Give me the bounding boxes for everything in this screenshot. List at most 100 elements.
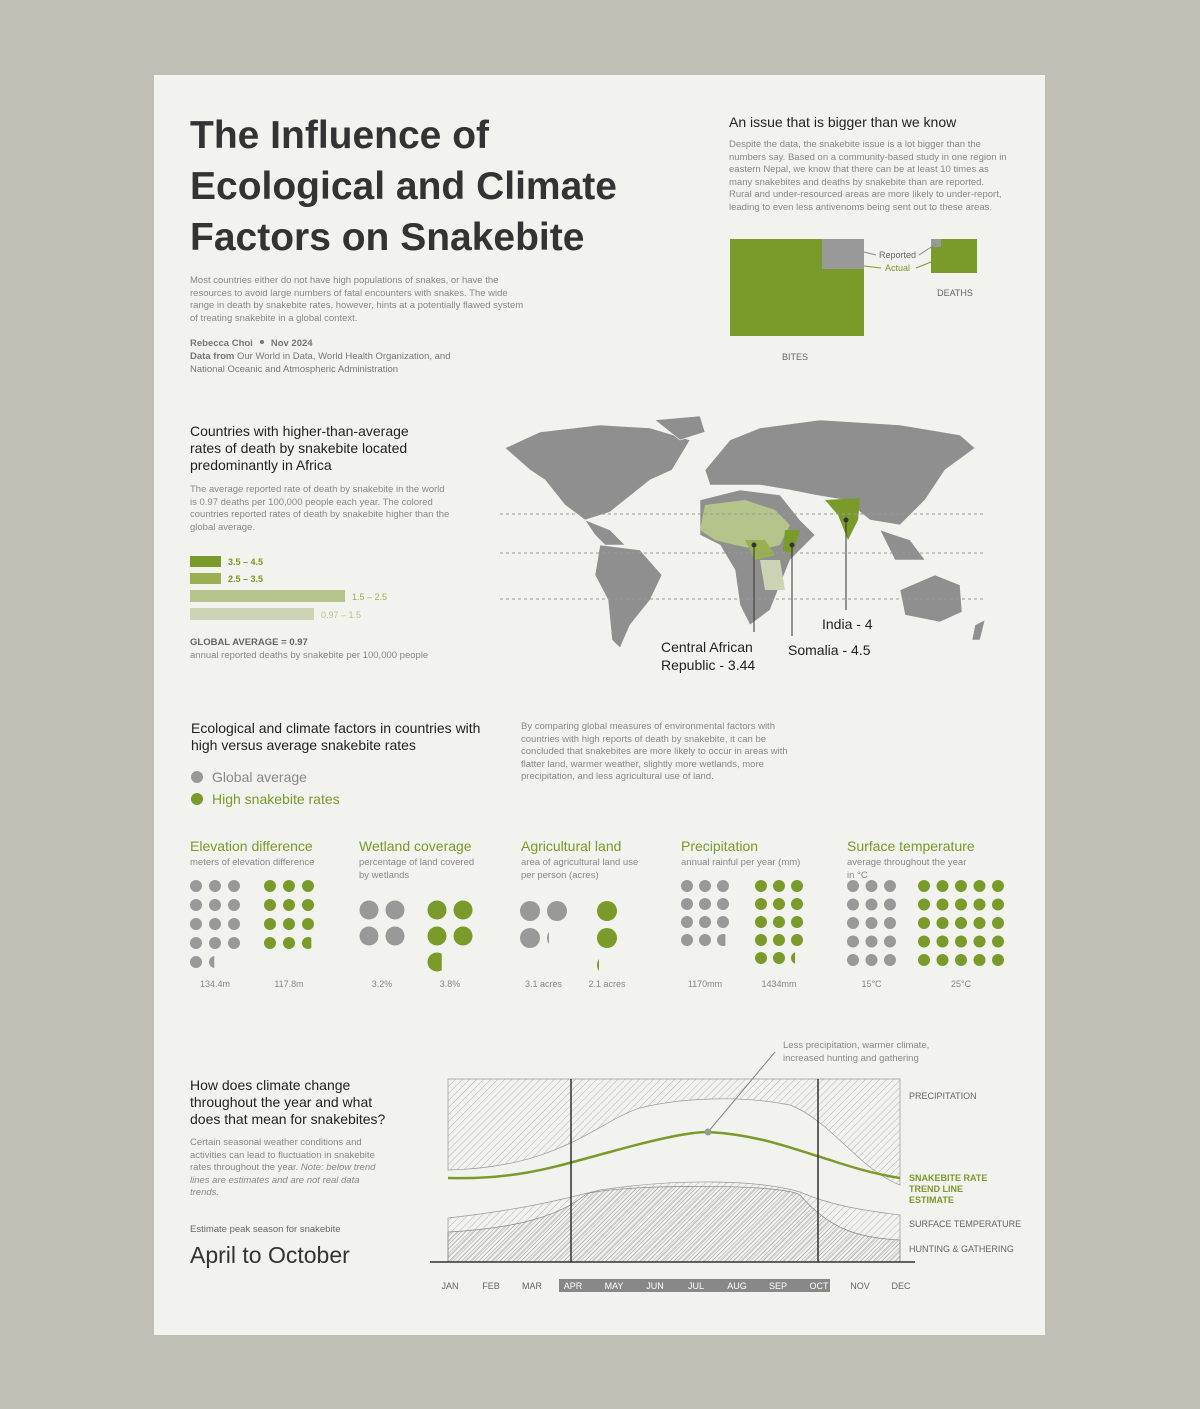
factor-subtitle: area of agricultural land use per person…	[521, 857, 639, 881]
layer-label: SURFACE TEMPERATURE	[909, 1219, 1022, 1229]
dot	[884, 898, 896, 911]
dot	[264, 899, 276, 911]
dot	[791, 934, 803, 946]
dot	[773, 880, 785, 892]
dot	[228, 937, 240, 949]
actual-label: Actual	[885, 263, 910, 273]
dot	[955, 917, 967, 929]
value-label: 1434mm	[761, 979, 796, 989]
dot	[992, 917, 1004, 929]
dot	[884, 880, 896, 892]
dot	[773, 898, 785, 910]
dot	[427, 926, 447, 946]
byline: Rebecca Choi Nov 2024	[190, 338, 313, 351]
dot-group	[847, 880, 896, 966]
dot-group	[359, 900, 405, 946]
dot	[755, 880, 767, 892]
separator-dot	[259, 340, 264, 344]
value-label: 1170mm	[688, 979, 722, 989]
dot	[209, 956, 215, 968]
legend-label: 0.97 – 1.5	[321, 610, 361, 620]
month-label: FEB	[482, 1281, 500, 1291]
dot	[427, 900, 447, 920]
factor-title: Wetland coverage	[359, 838, 472, 854]
factor-title: Surface temperature	[847, 838, 975, 854]
dot	[936, 898, 949, 911]
dot	[791, 916, 803, 928]
dot	[992, 954, 1004, 966]
season-title: How does climate change throughout the y…	[190, 1077, 386, 1127]
factor-subtitle: meters of elevation difference	[190, 857, 315, 868]
map-body: The average reported rate of death by sn…	[190, 484, 450, 533]
value-label: 3.8%	[440, 979, 461, 989]
dot	[359, 926, 379, 946]
dot	[359, 900, 379, 920]
peak-label: Estimate peak season for snakebite	[190, 1224, 341, 1235]
dot	[283, 937, 295, 949]
dot	[992, 880, 1004, 892]
dot	[453, 926, 473, 946]
dot	[209, 880, 221, 892]
value-label: 2.1 acres	[588, 979, 626, 989]
sources: Data from Our World in Data, World Healt…	[190, 351, 460, 376]
dot	[955, 898, 967, 911]
dot	[755, 952, 767, 964]
dot	[936, 917, 949, 929]
season-text: Certain seasonal weather conditions and …	[190, 1137, 375, 1174]
dot	[209, 918, 221, 930]
annotation-dot	[704, 1128, 712, 1136]
value-label: 3.2%	[372, 979, 393, 989]
dot	[302, 899, 314, 911]
dot	[936, 935, 949, 948]
bites-reported	[822, 239, 864, 269]
dot-group	[918, 880, 1004, 966]
season-note: Note: below trend lines are estimates an…	[190, 1162, 376, 1199]
dot	[992, 935, 1004, 948]
dot	[681, 898, 693, 910]
latitude-lines	[500, 513, 985, 600]
hunting-area	[447, 1185, 901, 1263]
dot	[884, 954, 896, 966]
value-label: 3.1 acres	[525, 979, 563, 989]
dot	[302, 918, 314, 930]
dot	[773, 916, 785, 928]
factor-title: Elevation difference	[190, 838, 313, 854]
dot	[209, 937, 221, 949]
dot	[918, 954, 930, 966]
dot	[973, 917, 986, 929]
month-label: AUG	[727, 1281, 747, 1291]
dot	[520, 901, 540, 921]
dot	[918, 917, 930, 929]
dot	[847, 917, 859, 929]
legend-label: 2.5 – 3.5	[228, 574, 263, 584]
callout-lines	[751, 517, 849, 636]
dot	[755, 916, 767, 928]
dot	[773, 934, 785, 946]
global-average-note: annual reported deaths by snakebite per …	[190, 650, 429, 661]
dot	[884, 917, 896, 929]
dot	[190, 899, 202, 911]
intro: Most countries either do not have high p…	[190, 275, 524, 324]
title: The Influence of Ecological and Climate …	[190, 114, 617, 259]
dot	[847, 898, 859, 911]
dot	[865, 880, 878, 892]
dot	[385, 900, 405, 920]
dot	[865, 954, 878, 966]
dot	[228, 880, 240, 892]
dot	[955, 935, 967, 948]
dot-group	[190, 880, 240, 968]
layer-label: PRECIPITATION	[909, 1091, 977, 1101]
dot	[427, 952, 442, 972]
dot	[791, 898, 803, 910]
month-label: DEC	[891, 1281, 911, 1291]
issue-body: Despite the data, the snakebite issue is…	[729, 139, 1007, 213]
dot	[717, 898, 729, 910]
dot-group	[264, 880, 314, 949]
dot	[717, 880, 729, 892]
dot	[918, 898, 930, 911]
factors-title: Ecological and climate factors in countr…	[191, 720, 481, 753]
factor-title: Agricultural land	[521, 838, 622, 854]
legend-dot	[191, 793, 203, 805]
precipitation-area	[447, 1078, 901, 1186]
dot	[973, 954, 986, 966]
